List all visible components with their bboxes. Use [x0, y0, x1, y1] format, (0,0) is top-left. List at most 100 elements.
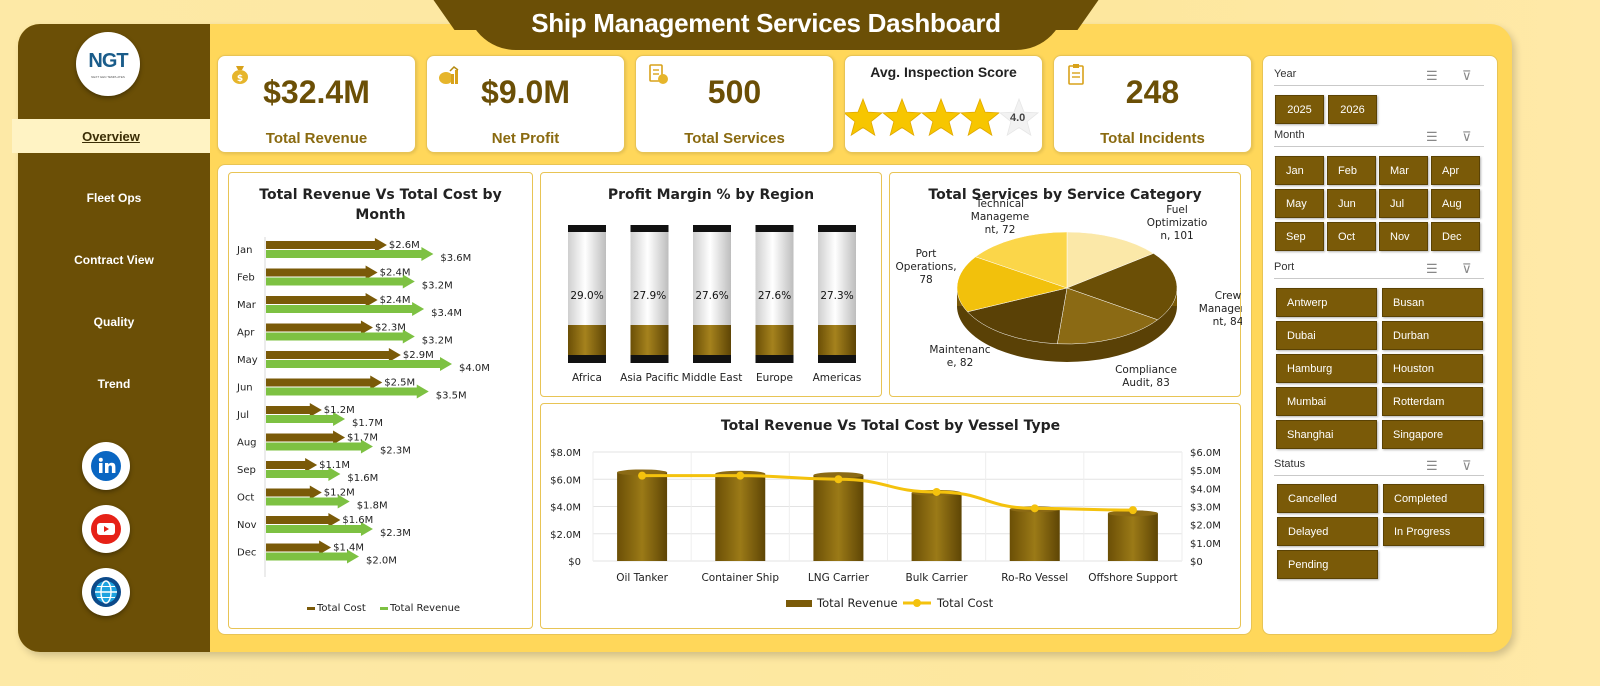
month-chip[interactable]: Oct [1327, 222, 1376, 251]
month-chip[interactable]: Dec [1431, 222, 1480, 251]
slicer-title: Status [1274, 458, 1306, 470]
clear-filter-icon[interactable]: ⊽ [1462, 458, 1472, 473]
month-tick-label: Oct [237, 493, 254, 504]
year-chip[interactable]: 2026 [1328, 95, 1377, 124]
cost-data-label: $2.5M [384, 378, 415, 389]
slice-data-label: Technical Manageme nt, 72 [971, 198, 1029, 236]
revenue-data-label: $1.6M [347, 473, 378, 484]
port-chip[interactable]: Shanghai [1276, 420, 1377, 449]
cylinder-cap [755, 225, 794, 232]
y-left-tick-label: $2.0M [550, 530, 581, 541]
month-chip[interactable]: Feb [1327, 156, 1376, 185]
region-tick-label: Europe [756, 372, 793, 384]
multi-select-icon[interactable]: ☰ [1426, 458, 1438, 473]
month-chip[interactable]: May [1275, 189, 1324, 218]
status-chip[interactable]: In Progress [1383, 517, 1484, 546]
label-line: Crew [1215, 290, 1242, 302]
kpi-net-profit: $9.0M Net Profit [426, 55, 625, 153]
globe-icon [91, 577, 121, 607]
slicer-header-year: Year ☰ ⊽ [1274, 68, 1484, 86]
month-tick-label: Mar [237, 300, 257, 311]
linkedin-icon [91, 451, 121, 481]
port-chip[interactable]: Hamburg [1276, 354, 1377, 383]
company-logo[interactable]: NGT NEXT GEN TEMPLATES [76, 32, 140, 96]
port-chip[interactable]: Rotterdam [1382, 387, 1483, 416]
cost-data-label: $2.6M [389, 240, 420, 251]
status-chip[interactable]: Completed [1383, 484, 1484, 513]
kpi-inspection-score: Avg. Inspection Score 4.0 [844, 55, 1043, 153]
port-chip[interactable]: Mumbai [1276, 387, 1377, 416]
clear-filter-icon[interactable]: ⊽ [1462, 129, 1472, 144]
cost-data-label: $2.9M [403, 350, 434, 361]
month-chip[interactable]: Nov [1379, 222, 1428, 251]
month-chip[interactable]: Aug [1431, 189, 1480, 218]
slice-data-label: Maintenanc e, 82 [929, 344, 990, 369]
website-button[interactable] [82, 568, 130, 616]
title-banner [466, 0, 1066, 50]
month-chip[interactable]: Apr [1431, 156, 1480, 185]
revenue-bar [266, 549, 359, 564]
port-chip[interactable]: Houston [1382, 354, 1483, 383]
youtube-button[interactable] [82, 505, 130, 553]
logo-mark: NGT [88, 49, 128, 72]
month-chip[interactable]: Sep [1275, 222, 1324, 251]
nav-label: Contract View [74, 253, 154, 267]
y-right-tick-label: $4.0M [1190, 484, 1221, 495]
revenue-bar [266, 494, 350, 509]
month-chip[interactable]: Mar [1379, 156, 1428, 185]
revenue-bar [911, 492, 962, 561]
pie-slice [1066, 253, 1178, 321]
cost-bar [266, 238, 387, 252]
multi-select-icon[interactable]: ☰ [1426, 261, 1438, 276]
kpi-value: $32.4M [263, 74, 370, 110]
revenue-bar [1009, 509, 1060, 561]
nav-fleet-ops[interactable]: Fleet Ops [18, 181, 210, 215]
port-chip[interactable]: Busan [1382, 288, 1483, 317]
month-tick-label: Feb [237, 273, 255, 284]
month-chip[interactable]: Jul [1379, 189, 1428, 218]
clear-filter-icon[interactable]: ⊽ [1462, 68, 1472, 83]
cost-bar [266, 458, 318, 472]
legend-swatch-revenue [380, 607, 388, 610]
nav-contract-view[interactable]: Contract View [18, 243, 210, 277]
slicer-title: Year [1274, 68, 1297, 80]
clear-filter-icon[interactable]: ⊽ [1462, 261, 1472, 276]
nav-overview[interactable]: Overview [12, 119, 210, 153]
star-filled [845, 97, 884, 137]
month-chip[interactable]: Jan [1275, 156, 1324, 185]
kpi-total-incidents: 248 Total Incidents [1053, 55, 1252, 153]
linkedin-button[interactable] [82, 442, 130, 490]
status-chip[interactable]: Pending [1277, 550, 1378, 579]
port-chip[interactable]: Durban [1382, 321, 1483, 350]
port-chip[interactable]: Antwerp [1276, 288, 1377, 317]
month-tick-label: Jun [236, 383, 253, 394]
kpi-label: Total Revenue [265, 130, 368, 147]
chart-services-category: Total Services by Service Category Techn… [889, 172, 1242, 397]
slicer-header-month: Month ☰ ⊽ [1274, 129, 1484, 147]
pie-slice [975, 231, 1068, 289]
port-chip[interactable]: Singapore [1382, 420, 1483, 449]
label-line: Compliance [1115, 364, 1177, 376]
revenue-bar [266, 357, 452, 371]
nav-trend[interactable]: Trend [18, 367, 210, 401]
kpi-label: Net Profit [491, 130, 560, 147]
label-line: Manageme [971, 211, 1029, 223]
status-chip[interactable]: Delayed [1277, 517, 1378, 546]
revenue-data-label: $2.3M [380, 528, 411, 539]
status-chip[interactable]: Cancelled [1277, 484, 1378, 513]
label-line: nt, 72 [985, 224, 1016, 236]
label-line: nt, 84 [1213, 316, 1242, 328]
cost-bar [266, 485, 322, 500]
cost-point [638, 471, 647, 480]
slice-data-label: Fuel Optimizatio n, 101 [1147, 204, 1208, 242]
multi-select-icon[interactable]: ☰ [1426, 129, 1438, 144]
multi-select-icon[interactable]: ☰ [1426, 68, 1438, 83]
port-chip[interactable]: Dubai [1276, 321, 1377, 350]
month-chip[interactable]: Jun [1327, 189, 1376, 218]
logo-subtitle: NEXT GEN TEMPLATES [91, 74, 125, 79]
pie-slice [1066, 231, 1155, 289]
nav-quality[interactable]: Quality [18, 305, 210, 339]
year-chip[interactable]: 2025 [1275, 95, 1324, 124]
chart1-svg: Jan $2.6M $3.6M Feb $2.4M $3.2M Mar $2.4M $3.4M A… [236, 237, 490, 614]
cost-point [932, 487, 941, 496]
